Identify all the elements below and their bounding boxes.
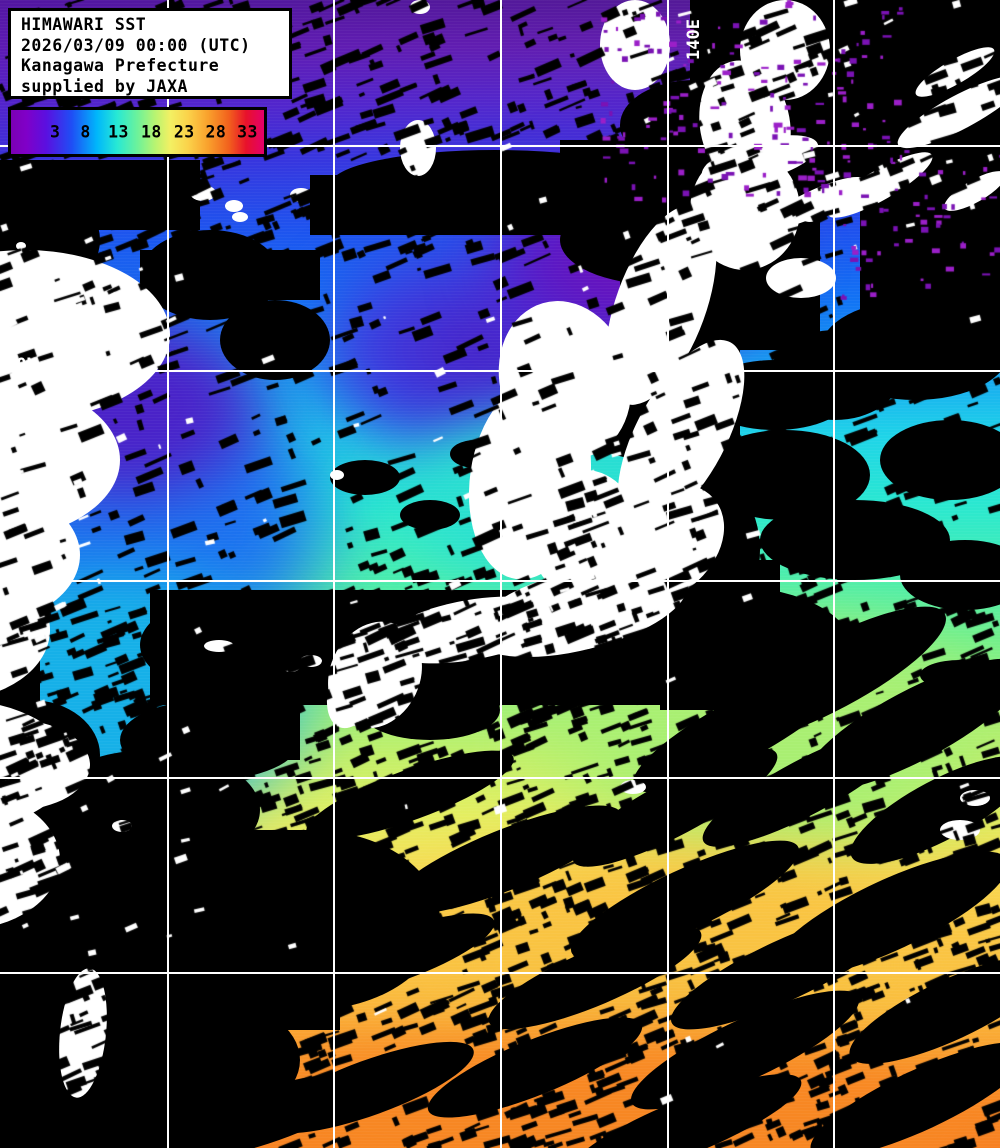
gridline-latitude [0, 972, 1000, 974]
colorbar-tick-3: 3 [50, 122, 61, 142]
region-name: Kanagawa Prefecture [21, 56, 220, 75]
gridline-latitude [0, 580, 1000, 582]
longitude-label-140e: 140E [684, 19, 704, 60]
colorbar-tick-23: 23 [173, 122, 195, 142]
colorbar-tick-28: 28 [205, 122, 227, 142]
gridline-longitude-140e [667, 0, 669, 1148]
colorbar-tick-labels: 3 8 13 18 23 28 33 [11, 110, 264, 154]
gridline-latitude [0, 777, 1000, 779]
gridline-longitude [833, 0, 835, 1148]
gridline-latitude [0, 145, 1000, 147]
colorbar-gradient [11, 110, 264, 154]
colorbar-tick-8: 8 [80, 122, 91, 142]
colorbar-tick-13: 13 [108, 122, 129, 142]
product-title: HIMAWARI SST [21, 15, 147, 34]
gridline-longitude [500, 0, 502, 1148]
info-legend-box: HIMAWARI SST 2026/03/09 00:00 (UTC) Kana… [8, 8, 292, 99]
gridline-longitude [167, 0, 169, 1148]
data-credit: supplied by JAXA [21, 76, 188, 96]
sst-colorbar: 3 8 13 18 23 28 33 [8, 107, 267, 157]
gridline-longitude [333, 0, 335, 1148]
colorbar-tick-33: 33 [237, 122, 258, 142]
observation-datetime: 2026/03/09 00:00 (UTC) [21, 35, 251, 55]
latitude-label-40n: 40N [6, 355, 37, 375]
gridline-latitude-40n [0, 370, 1000, 372]
colorbar-tick-18: 18 [140, 122, 162, 142]
